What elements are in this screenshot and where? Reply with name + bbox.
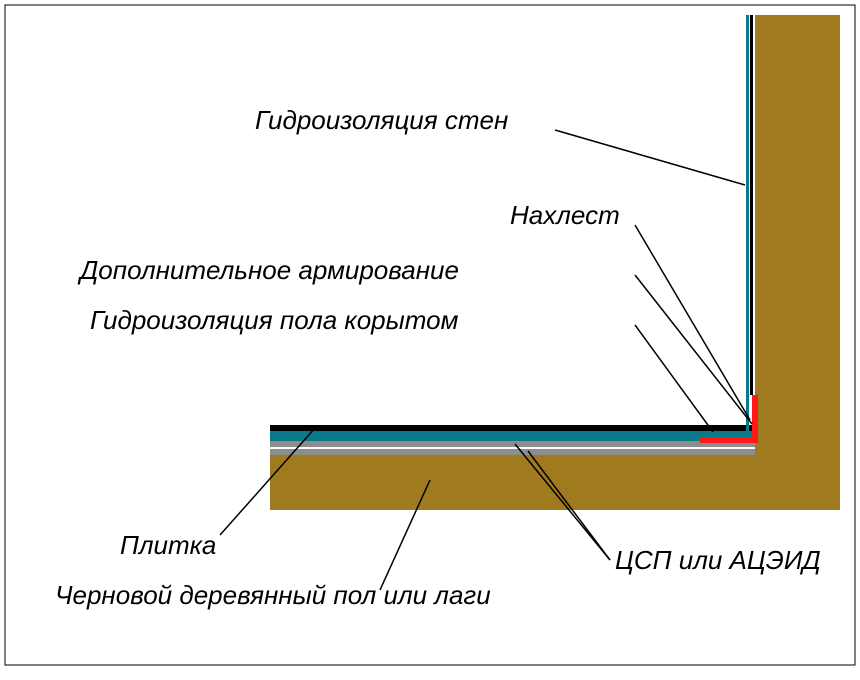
label-wall-waterproof: Гидроизоляция стен bbox=[255, 105, 508, 136]
label-reinforce: Дополнительное армирование bbox=[80, 255, 459, 286]
label-subfloor: Черновой деревянный пол или лаги bbox=[55, 580, 491, 611]
label-overlap: Нахлест bbox=[510, 200, 620, 231]
diagram-canvas bbox=[0, 0, 860, 680]
label-tile: Плитка bbox=[120, 530, 216, 561]
label-floor-waterproof: Гидроизоляция пола корытом bbox=[90, 305, 458, 336]
label-csp: ЦСП или АЦЭИД bbox=[615, 545, 821, 576]
